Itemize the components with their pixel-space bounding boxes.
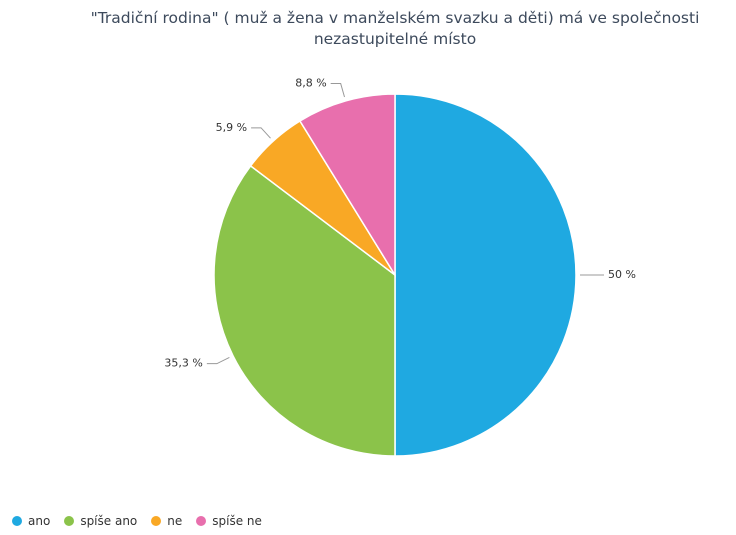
legend-swatch [151,516,162,526]
pie-slice [394,93,577,457]
legend-swatch [64,516,75,526]
pie-slice [213,164,396,457]
legend-item[interactable]: spíše ano [64,514,137,528]
legend-label: ano [28,514,51,528]
chart-title: "Tradiční rodina" ( muž a žena v manžels… [90,9,700,48]
data-label: 5,9 % [216,121,247,134]
legend-item[interactable]: spíše ne [196,514,262,528]
legend-label: ne [167,514,183,528]
legend-label: spíše ano [80,514,138,528]
pie-slice [298,93,396,278]
data-label: 8,8 % [295,77,326,90]
leader-line [251,127,271,139]
legend-swatch [12,516,22,526]
legend-item[interactable]: ne [151,514,182,528]
data-label: 35,3 % [164,357,202,370]
leader-line [330,83,345,98]
legend-label: spíše ne [212,514,262,528]
chart: 50 % 35,3 % 5,9 % 8,8 % [164,77,636,457]
legend-swatch [196,516,207,526]
legend-item[interactable]: ano [12,514,50,528]
leader-line [206,356,230,365]
legend: ano spíše ano ne spíše ne [12,514,262,528]
data-label: 50 % [608,268,636,281]
